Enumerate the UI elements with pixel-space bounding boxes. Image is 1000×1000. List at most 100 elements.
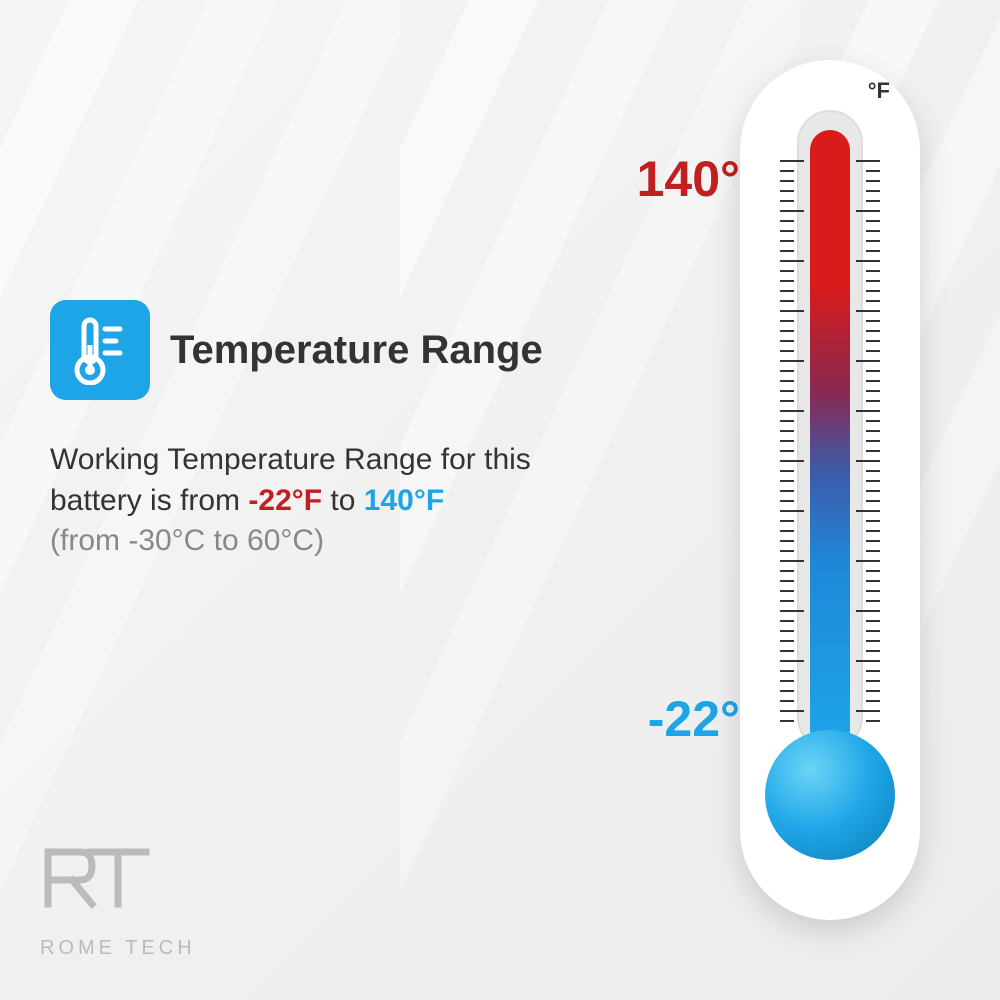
- tick-mark: [866, 300, 880, 302]
- tick-mark: [780, 310, 804, 312]
- header-row: Temperature Range: [50, 300, 550, 400]
- tick-mark: [780, 390, 794, 392]
- tick-mark: [780, 360, 804, 362]
- tick-mark: [856, 360, 880, 362]
- tick-mark: [780, 670, 794, 672]
- tick-mark: [780, 280, 794, 282]
- tick-mark: [780, 460, 804, 462]
- tick-mark: [866, 520, 880, 522]
- tick-mark: [866, 280, 880, 282]
- tick-mark: [866, 620, 880, 622]
- tick-mark: [780, 650, 794, 652]
- tick-mark: [866, 640, 880, 642]
- thermometer-body: °F: [740, 60, 920, 920]
- tick-mark: [780, 450, 794, 452]
- tick-mark: [866, 240, 880, 242]
- tick-mark: [780, 480, 794, 482]
- tick-mark: [866, 390, 880, 392]
- tick-mark: [780, 350, 794, 352]
- tick-mark: [780, 560, 804, 562]
- tick-mark: [780, 490, 794, 492]
- logo-text: ROME TECH: [40, 937, 196, 960]
- tick-mark: [780, 300, 794, 302]
- tick-mark: [780, 200, 794, 202]
- tick-mark: [780, 580, 794, 582]
- tick-mark: [866, 470, 880, 472]
- tick-mark: [780, 550, 794, 552]
- tick-mark: [866, 570, 880, 572]
- celsius-range: (from -30°C to 60°C): [50, 524, 324, 557]
- desc-mid: to: [322, 484, 364, 517]
- tick-mark: [866, 220, 880, 222]
- tick-mark: [780, 330, 794, 332]
- tick-mark: [866, 530, 880, 532]
- tick-mark: [866, 630, 880, 632]
- tick-mark: [866, 680, 880, 682]
- tick-mark: [866, 350, 880, 352]
- tick-mark: [866, 400, 880, 402]
- tick-mark: [866, 200, 880, 202]
- tick-mark: [780, 220, 794, 222]
- tick-mark: [780, 530, 794, 532]
- tick-mark: [780, 500, 794, 502]
- tick-mark: [780, 320, 794, 322]
- content-block: Temperature Range Working Temperature Ra…: [50, 300, 550, 562]
- tick-mark: [780, 440, 794, 442]
- tick-mark: [866, 270, 880, 272]
- tick-mark: [866, 250, 880, 252]
- tick-mark: [780, 380, 794, 382]
- tick-mark: [856, 210, 880, 212]
- tick-mark: [780, 230, 794, 232]
- tick-mark: [780, 510, 804, 512]
- tick-mark: [780, 710, 804, 712]
- tick-mark: [856, 610, 880, 612]
- tick-mark: [780, 210, 804, 212]
- tick-mark: [780, 270, 794, 272]
- tick-mark: [780, 570, 794, 572]
- thermometer-bulb: [765, 730, 895, 860]
- tick-mark: [856, 410, 880, 412]
- tick-mark: [866, 550, 880, 552]
- tick-mark: [866, 420, 880, 422]
- tick-mark: [866, 700, 880, 702]
- tick-mark: [856, 460, 880, 462]
- tick-mark: [866, 600, 880, 602]
- tick-mark: [780, 470, 794, 472]
- tick-mark: [780, 520, 794, 522]
- description: Working Temperature Range for this batte…: [50, 440, 550, 562]
- tick-mark: [780, 240, 794, 242]
- tick-mark: [866, 480, 880, 482]
- tick-mark: [780, 190, 794, 192]
- tick-mark: [866, 690, 880, 692]
- tick-mark: [866, 540, 880, 542]
- tick-mark: [780, 160, 804, 162]
- tick-mark: [866, 320, 880, 322]
- tick-mark: [866, 330, 880, 332]
- tick-mark: [780, 250, 794, 252]
- tick-mark: [780, 170, 794, 172]
- tick-mark: [866, 650, 880, 652]
- unit-label: °F: [868, 78, 890, 104]
- tick-mark: [780, 370, 794, 372]
- tick-mark: [780, 640, 794, 642]
- tick-mark: [866, 380, 880, 382]
- thermometer: 140° -22° °F: [700, 60, 940, 940]
- low-temp-label: -22°: [648, 690, 740, 748]
- title: Temperature Range: [170, 328, 543, 372]
- tick-mark: [866, 440, 880, 442]
- tick-mark: [780, 600, 794, 602]
- tick-mark: [780, 540, 794, 542]
- tick-mark: [780, 420, 794, 422]
- tick-mark: [866, 180, 880, 182]
- tick-mark: [866, 290, 880, 292]
- tick-mark: [856, 560, 880, 562]
- tick-mark: [780, 400, 794, 402]
- tick-mark: [866, 430, 880, 432]
- tick-mark: [866, 590, 880, 592]
- tick-mark: [780, 260, 804, 262]
- tick-mark: [856, 660, 880, 662]
- tick-mark: [780, 720, 794, 722]
- tick-mark: [780, 180, 794, 182]
- tick-mark: [856, 160, 880, 162]
- high-temp-label: 140°: [637, 150, 740, 208]
